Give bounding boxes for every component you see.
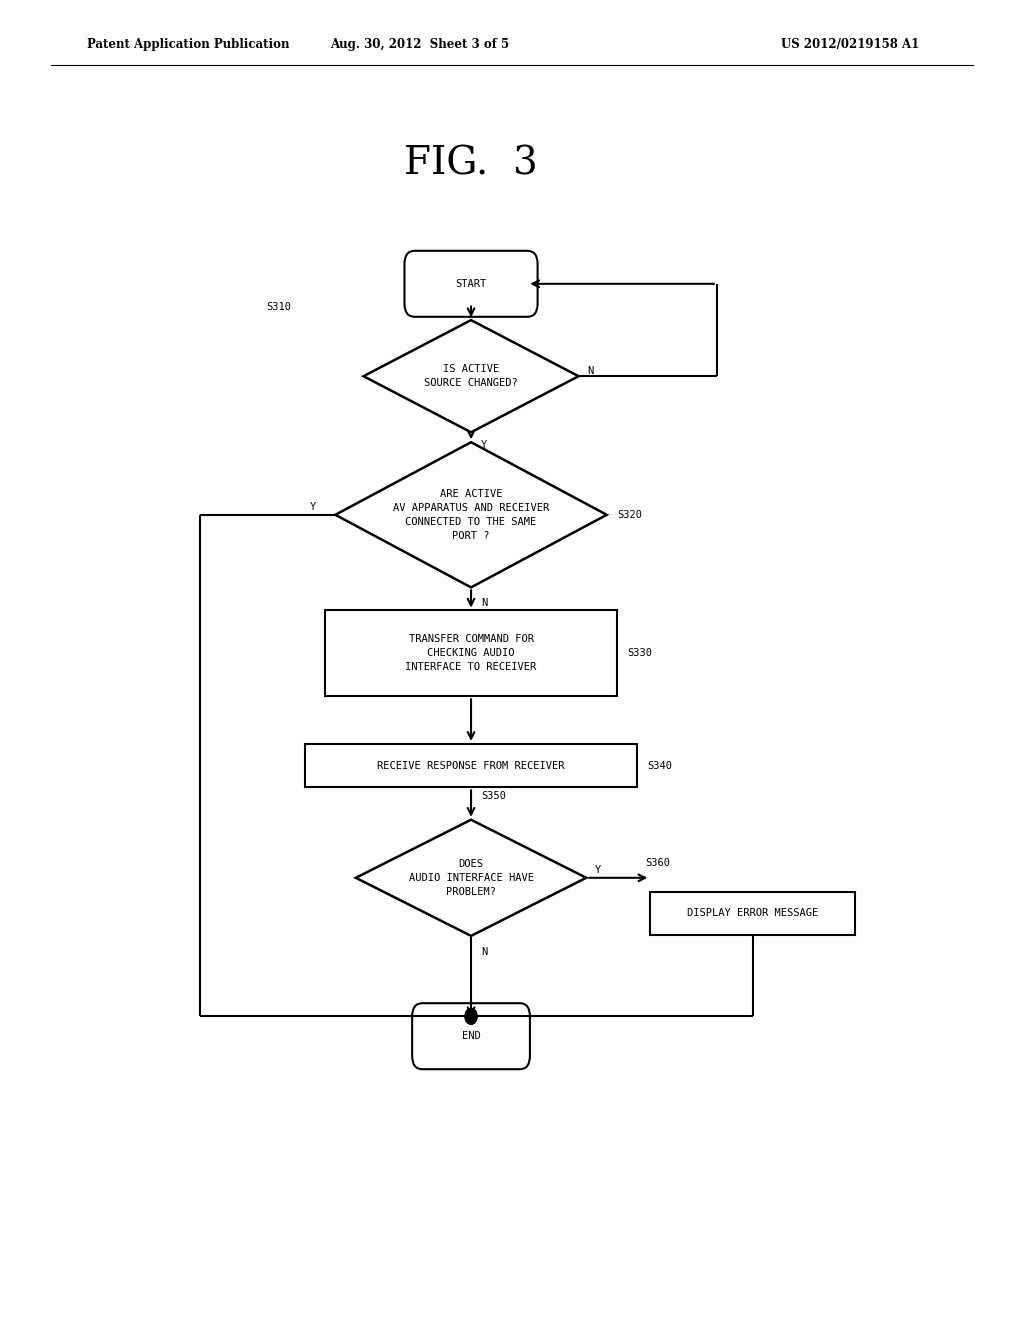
Text: N: N [481,598,487,609]
Bar [305,743,637,787]
Polygon shape [364,321,579,433]
Bar [326,610,616,697]
Text: START: START [456,279,486,289]
Circle shape [465,1008,477,1024]
Polygon shape [356,820,586,936]
Text: N: N [587,366,593,376]
Text: FIG.  3: FIG. 3 [404,145,538,182]
Text: ARE ACTIVE
AV APPARATUS AND RECEIVER
CONNECTED TO THE SAME
PORT ?: ARE ACTIVE AV APPARATUS AND RECEIVER CON… [393,488,549,541]
Text: S360: S360 [645,858,670,867]
Text: S330: S330 [627,648,652,659]
Bar [650,892,855,935]
Text: Aug. 30, 2012  Sheet 3 of 5: Aug. 30, 2012 Sheet 3 of 5 [331,38,509,51]
Text: S340: S340 [648,760,673,771]
Text: Y: Y [309,502,316,512]
Text: N: N [481,946,487,957]
Text: DOES
AUDIO INTERFACE HAVE
PROBLEM?: DOES AUDIO INTERFACE HAVE PROBLEM? [409,859,534,896]
FancyBboxPatch shape [404,251,538,317]
Text: S320: S320 [616,510,642,520]
Polygon shape [336,442,606,587]
Text: DISPLAY ERROR MESSAGE: DISPLAY ERROR MESSAGE [687,908,818,919]
Text: S310: S310 [266,302,291,312]
Text: Patent Application Publication: Patent Application Publication [87,38,290,51]
Text: Y: Y [594,865,601,875]
Text: S350: S350 [481,791,506,801]
Text: RECEIVE RESPONSE FROM RECEIVER: RECEIVE RESPONSE FROM RECEIVER [377,760,565,771]
Text: Y: Y [481,441,487,450]
Text: END: END [462,1031,480,1041]
FancyBboxPatch shape [412,1003,530,1069]
Text: IS ACTIVE
SOURCE CHANGED?: IS ACTIVE SOURCE CHANGED? [424,364,518,388]
Text: TRANSFER COMMAND FOR
CHECKING AUDIO
INTERFACE TO RECEIVER: TRANSFER COMMAND FOR CHECKING AUDIO INTE… [406,635,537,672]
Text: US 2012/0219158 A1: US 2012/0219158 A1 [780,38,920,51]
